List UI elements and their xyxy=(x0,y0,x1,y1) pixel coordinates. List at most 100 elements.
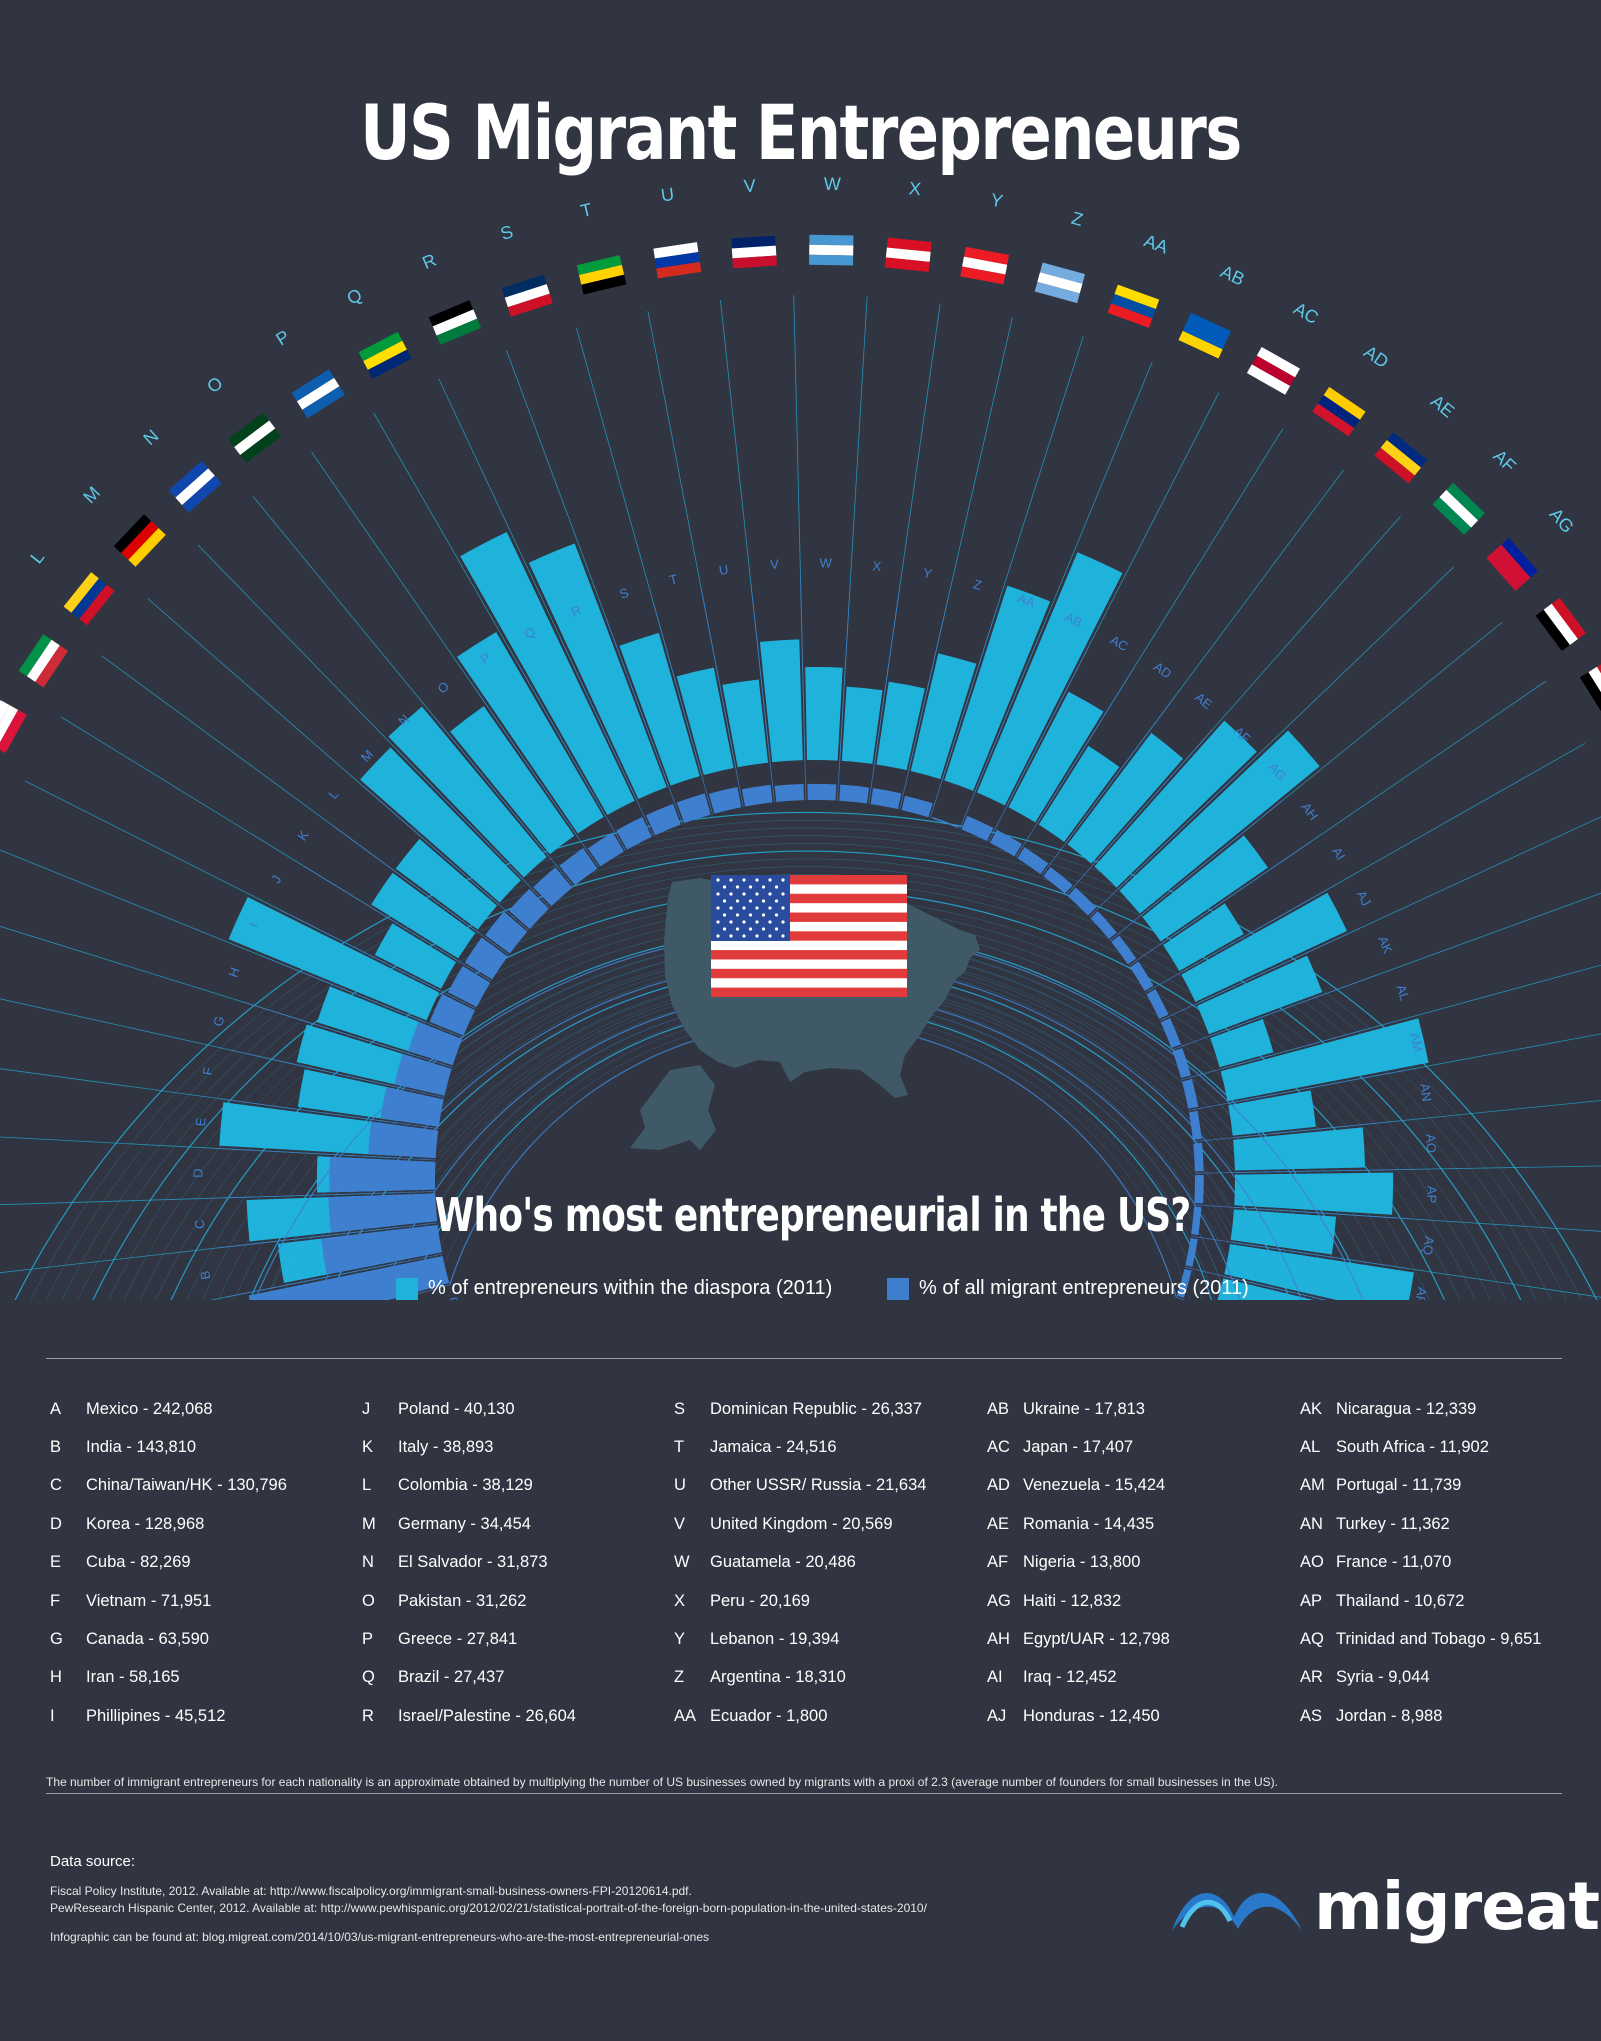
inner-label-AO: AO xyxy=(1423,1134,1439,1154)
guatemala-flag xyxy=(808,234,854,266)
inner-grid-spoke xyxy=(868,585,901,804)
key-letter: AP xyxy=(1300,1591,1323,1610)
bar-share-AP xyxy=(1194,1174,1204,1204)
legend-swatch-diaspora xyxy=(396,1277,418,1300)
outer-grid-arc xyxy=(30,819,1582,1300)
key-letter: U xyxy=(674,1476,686,1495)
key-letter: W xyxy=(674,1553,690,1572)
key-letter: AI xyxy=(987,1668,1003,1687)
key-label: Iran - 58,165 xyxy=(86,1668,180,1687)
outer-label-AC: AC xyxy=(1290,298,1322,328)
inner-label-E: E xyxy=(193,1117,209,1127)
outer-label-AD: AD xyxy=(1360,342,1392,373)
us-flag-stripe xyxy=(711,912,907,922)
bar-share-AF xyxy=(1067,887,1097,916)
source-heading: Data source: xyxy=(50,1853,136,1870)
bar-diaspora-AS xyxy=(1217,1278,1314,1300)
outer-label-U: U xyxy=(660,184,676,206)
bar-share-AE xyxy=(1043,866,1073,894)
key-label: Korea - 128,968 xyxy=(86,1514,205,1533)
key-letter: AC xyxy=(987,1438,1010,1457)
key-label: Poland - 40,130 xyxy=(398,1399,515,1418)
us-flag-star xyxy=(761,899,766,903)
inner-label-J: J xyxy=(268,873,284,886)
inner-label-M: M xyxy=(358,747,376,765)
key-row: Y Lebanon - 19,394 xyxy=(674,1620,974,1658)
inner-grid-spoke xyxy=(559,636,654,837)
bar-share-Z xyxy=(901,795,933,818)
key-label: Ukraine - 17,813 xyxy=(1023,1399,1145,1418)
source-line: Fiscal Policy Institute, 2012. Available… xyxy=(50,1884,692,1898)
inner-label-AI: AI xyxy=(1329,844,1348,862)
us-flag-star xyxy=(722,885,727,889)
key-letter: AL xyxy=(1300,1438,1321,1457)
key-label: Other USSR/ Russia - 21,634 xyxy=(710,1476,927,1495)
inner-label-AR: AR xyxy=(1412,1286,1430,1300)
key-letter: R xyxy=(362,1706,374,1725)
inner-grid-spoke xyxy=(652,602,713,815)
dominican-republic-flag xyxy=(501,274,553,317)
inner-label-AN: AN xyxy=(1417,1082,1434,1102)
outer-label-X: X xyxy=(908,178,922,199)
key-row: O Pakistan - 31,262 xyxy=(362,1582,662,1620)
bar-share-J xyxy=(447,966,491,1007)
inner-label-AM: AM xyxy=(1407,1031,1426,1053)
outer-label-AB: AB xyxy=(1217,261,1247,289)
bar-diaspora-AD xyxy=(1038,745,1120,842)
us-flag-star xyxy=(761,885,766,889)
key-letter: X xyxy=(674,1591,686,1610)
outer-grid-arc xyxy=(14,811,1598,1300)
us-flag-star xyxy=(742,892,746,896)
inner-grid-spoke xyxy=(750,583,775,803)
us-flag-star xyxy=(742,878,746,882)
brazil-flag xyxy=(358,331,412,379)
us-flag-star xyxy=(748,913,753,917)
bar-diaspora-N xyxy=(388,706,547,878)
peru-flag xyxy=(884,237,932,272)
key-label: Mexico - 242,068 xyxy=(86,1399,213,1418)
bar-diaspora-R xyxy=(528,543,667,799)
inner-grid-spoke xyxy=(1184,1266,1327,1300)
key-row: I Phillipines - 45,512 xyxy=(50,1697,350,1735)
bar-diaspora-AJ xyxy=(1181,892,1347,1002)
inner-grid-spoke xyxy=(959,625,1045,829)
inner-label-T: T xyxy=(668,571,679,587)
key-row: K Italy - 38,893 xyxy=(362,1428,662,1466)
inner-axis-ticks: 051015 xyxy=(446,1295,461,1300)
key-letter: AG xyxy=(987,1591,1011,1610)
us-flag-star xyxy=(735,899,740,903)
bar-share-F xyxy=(380,1086,444,1127)
key-row: V United Kingdom - 20,569 xyxy=(674,1505,974,1543)
key-letter: AD xyxy=(987,1476,1010,1495)
key-label: Jordan - 8,988 xyxy=(1336,1706,1443,1725)
inner-grid-spoke xyxy=(241,1001,453,1068)
inner-label-AK: AK xyxy=(1375,934,1396,956)
usa-map-icon xyxy=(630,875,980,1150)
inner-grid-spoke xyxy=(226,1253,443,1298)
key-letter: AJ xyxy=(987,1706,1007,1725)
bar-share-C xyxy=(328,1193,438,1233)
key-label: Guatamela - 20,486 xyxy=(710,1553,856,1572)
us-flag-icon xyxy=(711,875,907,997)
key-label: Haiti - 12,832 xyxy=(1023,1591,1122,1610)
uk-flag xyxy=(731,235,778,269)
us-flag-star xyxy=(722,913,727,917)
us-flag-star xyxy=(768,934,772,938)
bar-diaspora-E xyxy=(219,1102,399,1156)
inner-label-O: O xyxy=(435,678,452,696)
key-letter: D xyxy=(50,1514,62,1533)
inner-grid-spoke xyxy=(1015,670,1133,858)
key-letter: AH xyxy=(987,1630,1010,1649)
israel-palestine-flag xyxy=(428,300,482,345)
key-label: India - 143,810 xyxy=(86,1438,197,1457)
key-letter: G xyxy=(50,1630,63,1649)
ukraine-flag xyxy=(1178,312,1232,359)
inner-label-AC: AC xyxy=(1108,632,1131,654)
key-label: France - 11,070 xyxy=(1336,1553,1452,1572)
outer-label-AA: AA xyxy=(1141,230,1170,257)
key-row: AN Turkey - 11,362 xyxy=(1300,1505,1600,1543)
us-flag-star xyxy=(781,892,785,896)
pakistan-flag xyxy=(228,412,282,463)
us-flag-star xyxy=(729,934,733,938)
bar-diaspora-AE xyxy=(1067,732,1184,864)
